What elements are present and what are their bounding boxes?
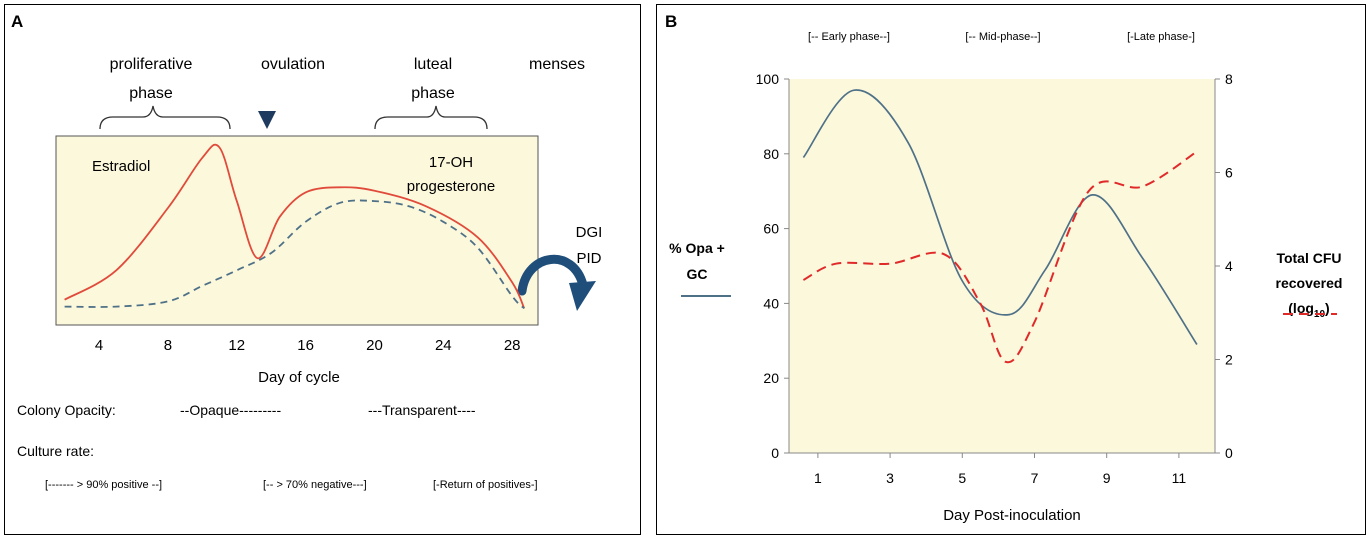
right-axis-label-2: recovered bbox=[1276, 275, 1343, 291]
phase-late-label: [-Late phase-] bbox=[1127, 31, 1195, 43]
x-tick-label: 4 bbox=[95, 337, 103, 354]
x-tick-label: 28 bbox=[504, 337, 521, 354]
curved-arrow-icon bbox=[517, 255, 596, 311]
phase-mid-label: [-- Mid-phase--] bbox=[965, 31, 1040, 43]
right-axis-label-1: Total CFU bbox=[1276, 250, 1341, 266]
culture-return-label: [-Return of positives-] bbox=[433, 479, 538, 491]
x-tick-label: 7 bbox=[1031, 470, 1039, 486]
ovulation-marker-icon bbox=[258, 111, 276, 129]
x-tick-label: 3 bbox=[886, 470, 894, 486]
x-axis-label-b: Day Post-inoculation bbox=[943, 507, 1081, 524]
progesterone-label-1: 17-OH bbox=[429, 154, 473, 171]
x-tick-label: 20 bbox=[366, 337, 383, 354]
cfu-line bbox=[802, 150, 1198, 364]
phase-proliferative-label-2: phase bbox=[129, 85, 173, 102]
y2-tick-label: 0 bbox=[1225, 445, 1233, 461]
x-tick-labels-a: 4 8 12 16 20 24 28 bbox=[95, 337, 521, 354]
phase-early-label: [-- Early phase--] bbox=[808, 31, 890, 43]
x-tick-label: 9 bbox=[1103, 470, 1111, 486]
panel-a-label: A bbox=[11, 12, 23, 31]
y-tick-labels-right: 0 2 4 6 8 bbox=[1215, 71, 1233, 461]
x-tick-label: 5 bbox=[958, 470, 966, 486]
y2-tick-label: 2 bbox=[1225, 352, 1233, 368]
panel-b: B [-- Early phase--] [-- Mid-phase--] [-… bbox=[656, 4, 1366, 535]
x-axis-label-a: Day of cycle bbox=[258, 369, 340, 386]
y-tick-label: 0 bbox=[771, 445, 779, 461]
colony-opacity-label: Colony Opacity: bbox=[17, 402, 116, 418]
opa-line bbox=[802, 89, 1198, 345]
opacity-transparent-label: ---Transparent---- bbox=[368, 402, 476, 418]
phase-ovulation-label: ovulation bbox=[261, 56, 325, 73]
x-tick-label: 8 bbox=[164, 337, 172, 354]
y2-tick-label: 4 bbox=[1225, 258, 1233, 274]
x-tick-label: 11 bbox=[1172, 470, 1187, 486]
y-tick-label: 40 bbox=[763, 295, 779, 311]
y2-tick-label: 6 bbox=[1225, 165, 1233, 181]
progesterone-line bbox=[64, 199, 525, 310]
phase-luteal-label: luteal bbox=[414, 56, 452, 73]
progesterone-label-2: progesterone bbox=[407, 178, 495, 195]
estradiol-label: Estradiol bbox=[92, 158, 150, 175]
y-tick-label: 20 bbox=[763, 370, 779, 386]
left-axis-label-1: % Opa + bbox=[669, 240, 725, 256]
chart-b-svg: B [-- Early phase--] [-- Mid-phase--] [-… bbox=[665, 12, 1343, 524]
phase-menses-label: menses bbox=[529, 56, 585, 73]
y2-tick-label: 8 bbox=[1225, 71, 1233, 87]
panel-a: A proliferative phase ovulation luteal p… bbox=[4, 4, 641, 535]
phase-proliferative-label: proliferative bbox=[110, 56, 193, 73]
dgi-label: DGI bbox=[576, 224, 603, 241]
luteal-brace bbox=[374, 105, 488, 130]
y-tick-label: 60 bbox=[763, 221, 779, 237]
plot-area-b bbox=[789, 79, 1215, 453]
x-tick-label: 16 bbox=[297, 337, 314, 354]
y-tick-labels-left: 0 20 40 60 80 100 bbox=[756, 71, 789, 461]
culture-positive-label: [------- > 90% positive --] bbox=[45, 479, 162, 491]
panel-b-label: B bbox=[665, 12, 677, 31]
x-tick-label: 24 bbox=[435, 337, 452, 354]
plot-area-a bbox=[55, 135, 539, 326]
chart-a-svg: A proliferative phase ovulation luteal p… bbox=[11, 12, 603, 491]
phase-luteal-label-2: phase bbox=[411, 85, 455, 102]
pid-label: PID bbox=[576, 250, 601, 267]
proliferative-brace bbox=[99, 105, 231, 130]
x-tick-label: 12 bbox=[228, 337, 245, 354]
opacity-opaque-label: --Opaque--------- bbox=[180, 402, 281, 418]
culture-rate-label: Culture rate: bbox=[17, 443, 94, 459]
x-tick-labels-b: 1 3 5 7 9 11 bbox=[814, 453, 1186, 486]
estradiol-line bbox=[64, 143, 526, 309]
right-axis-label-log: (log10) bbox=[1288, 300, 1329, 320]
culture-negative-label: [-- > 70% negative---] bbox=[263, 479, 367, 491]
y-tick-label: 80 bbox=[763, 146, 779, 162]
x-tick-label: 1 bbox=[814, 470, 822, 486]
y-tick-label: 100 bbox=[756, 71, 780, 87]
left-axis-label-2: GC bbox=[687, 266, 708, 282]
